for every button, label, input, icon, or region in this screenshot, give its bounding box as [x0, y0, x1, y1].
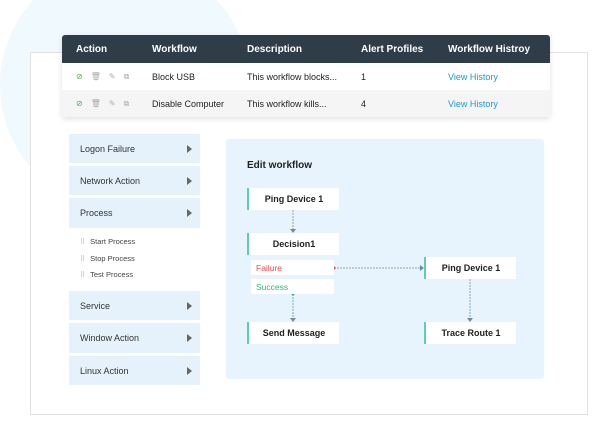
node-decision[interactable]: Decision1 — [247, 233, 339, 255]
sidebar-item-label: Window Action — [80, 333, 140, 343]
sidebar-item-process[interactable]: Process — [69, 198, 200, 228]
workflow-table: Action Workflow Description Alert Profil… — [62, 35, 550, 117]
sidebar-item-label: Linux Action — [80, 365, 129, 376]
subitem-test-process[interactable]: ⠿ Test Process — [80, 270, 133, 279]
node-send-message[interactable]: Send Message — [247, 322, 339, 344]
header-description: Description — [247, 43, 303, 55]
arrow-head — [290, 318, 296, 322]
header-workflow: Workflow — [152, 43, 197, 55]
view-history-link[interactable]: View History — [448, 71, 498, 82]
sidebar-item-label: Service — [80, 300, 111, 311]
sidebar-item-logon-failure[interactable]: Logon Failure — [69, 134, 200, 163]
panel-title: Edit workflow — [247, 160, 312, 171]
drag-handle-icon: ⠿ — [80, 271, 85, 279]
row-actions: ⊘ 🗑 ✎ ⧉ — [62, 72, 152, 82]
copy-icon[interactable]: ⧉ — [123, 98, 130, 108]
enable-icon[interactable]: ⊘ — [76, 71, 83, 81]
workflow-name: Disable Computer — [152, 98, 225, 109]
arrow-head — [290, 229, 296, 233]
alert-profiles: 4 — [361, 98, 367, 109]
header-alert-profiles: Alert Profiles — [361, 43, 424, 55]
caret-right-icon — [187, 334, 192, 342]
sidebar-item-linux-action[interactable]: Linux Action — [69, 356, 200, 385]
row-actions: ⊘ 🗑 ✎ ⧉ — [62, 99, 152, 109]
edit-icon[interactable]: ✎ — [108, 71, 116, 81]
copy-icon[interactable]: ⧉ — [123, 71, 130, 81]
workflow-description: This workflow blocks... — [247, 71, 338, 82]
caret-right-icon — [187, 176, 192, 185]
header-history: Workflow Histroy — [448, 43, 531, 55]
subitem-label: Test Process — [90, 270, 134, 279]
drag-handle-icon: ⠿ — [80, 238, 85, 246]
alert-profiles: 1 — [361, 71, 367, 82]
sidebar-item-service[interactable]: Service — [69, 291, 200, 320]
caret-right-icon — [187, 366, 192, 375]
sidebar-item-window-action[interactable]: Window Action — [69, 323, 200, 353]
table-header: Action Workflow Description Alert Profil… — [62, 35, 550, 63]
sidebar-item-label: Logon Failure — [80, 143, 136, 154]
delete-icon[interactable]: 🗑 — [90, 98, 101, 108]
table-row: ⊘ 🗑 ✎ ⧉ Disable Computer This workflow k… — [62, 90, 550, 117]
view-history-link[interactable]: View History — [448, 98, 498, 109]
subitem-stop-process[interactable]: ⠿ Stop Process — [80, 254, 135, 263]
workflow-description: This workflow kills... — [247, 98, 327, 109]
caret-right-icon — [187, 209, 192, 217]
workflow-name: Block USB — [152, 71, 196, 82]
edit-icon[interactable]: ✎ — [108, 98, 116, 108]
caret-right-icon — [187, 301, 192, 310]
caret-right-icon — [187, 144, 192, 153]
sidebar-item-label: Network Action — [80, 175, 141, 186]
node-ping-device[interactable]: Ping Device 1 — [247, 188, 339, 210]
arrow-head — [420, 265, 424, 271]
decision-failure-option[interactable]: Failure — [251, 260, 334, 275]
node-ping-device-2[interactable]: Ping Device 1 — [424, 257, 516, 279]
decision-success-option[interactable]: Success — [251, 279, 334, 294]
enable-icon[interactable]: ⊘ — [76, 98, 83, 108]
sidebar-item-label: Process — [80, 208, 113, 218]
sidebar-item-network-action[interactable]: Network Action — [69, 166, 200, 195]
header-action: Action — [76, 43, 108, 55]
table-row: ⊘ 🗑 ✎ ⧉ Block USB This workflow blocks..… — [62, 63, 550, 90]
subitem-label: Start Process — [90, 237, 136, 246]
delete-icon[interactable]: 🗑 — [90, 71, 101, 81]
node-trace-route[interactable]: Trace Route 1 — [424, 322, 516, 344]
arrow-head — [467, 318, 473, 322]
subitem-start-process[interactable]: ⠿ Start Process — [80, 237, 135, 246]
subitem-label: Stop Process — [90, 254, 135, 263]
drag-handle-icon: ⠿ — [80, 255, 85, 263]
